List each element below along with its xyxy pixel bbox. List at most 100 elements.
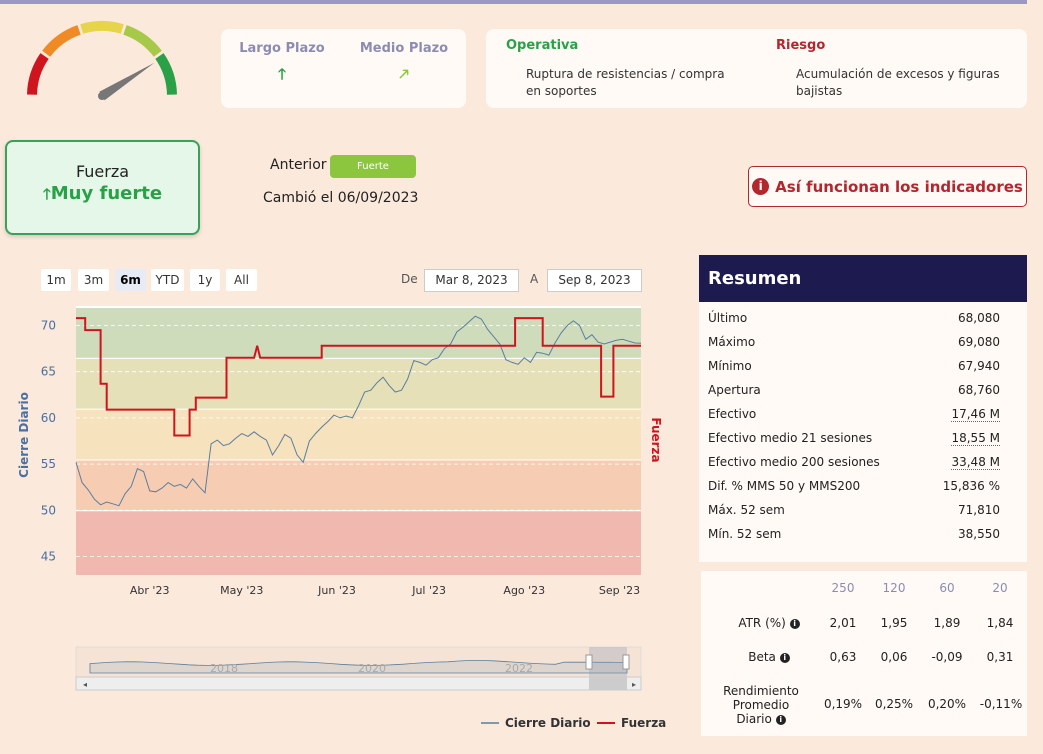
info-icon[interactable]: i <box>789 618 800 629</box>
y-tick-label: 45 <box>41 550 56 564</box>
scroll-right-icon[interactable]: ▸ <box>632 680 636 689</box>
resumen-label: Dif. % MMS 50 y MMS200 <box>708 479 861 493</box>
stats-cell: 1,84 <box>986 616 1014 630</box>
info-icon[interactable]: i <box>775 714 786 725</box>
resumen-label: Efectivo medio 21 sesiones <box>708 431 873 445</box>
price-chart: 45 50 55 60 65 70 Abr '23 May '23 Jun '23 Jul '2… <box>17 306 663 691</box>
indicators-info-button[interactable]: i Así funcionan los indicadores <box>748 166 1027 207</box>
y-tick-label: 70 <box>41 318 56 332</box>
resumen-row: Máximo 69,080 <box>708 335 1000 349</box>
resumen-value: 15,836 % <box>942 479 1000 493</box>
top-accent-bar <box>0 0 1027 4</box>
navigator-year-label: 2018 <box>210 662 238 675</box>
range-button-1y[interactable]: 1y <box>190 269 220 291</box>
range-button-1m[interactable]: 1m <box>41 269 71 291</box>
resumen-label: Mín. 52 sem <box>708 527 782 541</box>
navigator-scrollbar[interactable] <box>75 676 642 691</box>
gauge-icon <box>27 21 177 101</box>
medium-term-trend: Medio Plazo 🡕 <box>354 41 454 89</box>
y-axis-label: Cierre Diario <box>17 392 31 478</box>
x-tick-label: Jun '23 <box>317 584 356 597</box>
indicators-info-label: Así funcionan los indicadores <box>775 177 1023 196</box>
range-button-all[interactable]: All <box>226 269 257 291</box>
stats-cell: 2,01 <box>829 616 857 630</box>
x-tick-label: Jul '23 <box>411 584 446 597</box>
stats-table: 250 120 60 20 ATR (%) i 2,01 1,95 1,89 1… <box>701 571 1027 736</box>
resumen-value: 71,810 <box>958 503 1000 517</box>
navigator-scrollbar-thumb[interactable] <box>589 677 627 690</box>
anterior-label: Anterior <box>270 157 327 173</box>
gauge-segment <box>27 53 49 95</box>
legend-item-cierre[interactable]: Cierre Diario <box>481 716 591 730</box>
chart-navigator[interactable]: 2018 2020 2022 ◂ ▸ <box>75 646 642 691</box>
stats-cell: 0,06 <box>880 650 908 664</box>
gauge-segment <box>42 25 81 57</box>
resumen-row: Efectivo 17,46 M <box>708 407 1000 422</box>
atr-label: ATR (%) i <box>719 616 819 630</box>
trend-card: Largo Plazo 🡑 Medio Plazo 🡕 <box>221 29 466 108</box>
long-term-label: Largo Plazo <box>239 41 325 56</box>
legend-label-fuerza: Fuerza <box>621 716 667 730</box>
series-fuerza <box>76 317 641 437</box>
stats-cell: 0,63 <box>829 650 857 664</box>
gauge-segment <box>123 25 162 57</box>
resumen-row: Apertura 68,760 <box>708 383 1000 397</box>
resumen-label: Mínimo <box>708 359 752 373</box>
stats-cell: -0,11% <box>979 697 1023 711</box>
resumen-label: Efectivo <box>708 407 757 421</box>
scroll-left-icon[interactable]: ◂ <box>83 680 87 689</box>
date-from-input[interactable]: Mar 8, 2023 <box>424 269 519 292</box>
stats-cell: 0,31 <box>986 650 1014 664</box>
arrow-up-icon: 🡑 <box>278 65 286 83</box>
x-tick-label: May '23 <box>220 584 263 597</box>
resumen-panel: Resumen Último 68,080 Máximo 69,080 Mínimo 67… <box>699 255 1027 562</box>
gauge-segment <box>80 21 124 34</box>
resumen-row: Dif. % MMS 50 y MMS200 15,836 % <box>708 479 1000 493</box>
operativa-riesgo-card: Operativa Ruptura de resistencias / comp… <box>486 29 1027 108</box>
series-cierre-diario <box>75 315 642 507</box>
date-from-label: De <box>401 272 418 286</box>
x-tick-label: Ago '23 <box>503 584 545 597</box>
y-tick-label: 55 <box>41 457 56 471</box>
resumen-row: Máx. 52 sem 71,810 <box>708 503 1000 517</box>
stats-header: 120 <box>882 581 906 595</box>
legend-swatch-cierre <box>481 722 499 724</box>
navigator-year-label: 2020 <box>358 662 386 675</box>
resumen-title: Resumen <box>699 255 1027 302</box>
stats-cell: 1,89 <box>933 616 961 630</box>
arrow-up-icon: 🡑 <box>42 185 51 203</box>
fuerza-value-text: Muy fuerte <box>50 183 163 204</box>
resumen-row: Último 68,080 <box>708 311 1000 325</box>
resumen-row: Efectivo medio 21 sesiones 18,55 M <box>708 431 1000 446</box>
resumen-value[interactable]: 33,48 M <box>951 455 1000 470</box>
gauge-segment <box>155 53 177 95</box>
rendimiento-label: Rendimiento Promedio Diario i <box>723 684 799 726</box>
info-icon: i <box>752 178 770 195</box>
range-button-ytd[interactable]: YTD <box>151 269 184 291</box>
fuerza-indicator: Fuerza 🡑Muy fuerte <box>5 140 200 235</box>
resumen-label: Efectivo medio 200 sesiones <box>708 455 880 469</box>
info-icon[interactable]: i <box>779 652 790 663</box>
resumen-row: Mín. 52 sem 38,550 <box>708 527 1000 541</box>
strength-band <box>76 510 641 575</box>
stats-cell: -0,09 <box>931 650 963 664</box>
resumen-label: Máximo <box>708 335 756 349</box>
operativa-text: Ruptura de resistencias / compra en sopo… <box>526 67 725 98</box>
strength-band <box>76 307 641 358</box>
resumen-value: 68,760 <box>958 383 1000 397</box>
navigator-handle-left[interactable] <box>585 654 593 670</box>
resumen-value[interactable]: 17,46 M <box>951 407 1000 422</box>
anterior-badge: Fuerte <box>330 155 416 178</box>
x-tick-label: Sep '23 <box>599 584 640 597</box>
range-button-3m[interactable]: 3m <box>78 269 109 291</box>
medium-term-label: Medio Plazo <box>359 41 449 56</box>
resumen-value[interactable]: 18,55 M <box>951 431 1000 446</box>
navigator-handle-right[interactable] <box>622 654 630 670</box>
range-button-6m[interactable]: 6m <box>115 269 146 291</box>
legend-item-fuerza[interactable]: Fuerza <box>597 716 666 730</box>
resumen-value: 67,940 <box>958 359 1000 373</box>
strength-band <box>76 459 641 511</box>
resumen-value: 69,080 <box>958 335 1000 349</box>
resumen-label: Último <box>708 311 748 325</box>
date-to-input[interactable]: Sep 8, 2023 <box>547 269 642 292</box>
